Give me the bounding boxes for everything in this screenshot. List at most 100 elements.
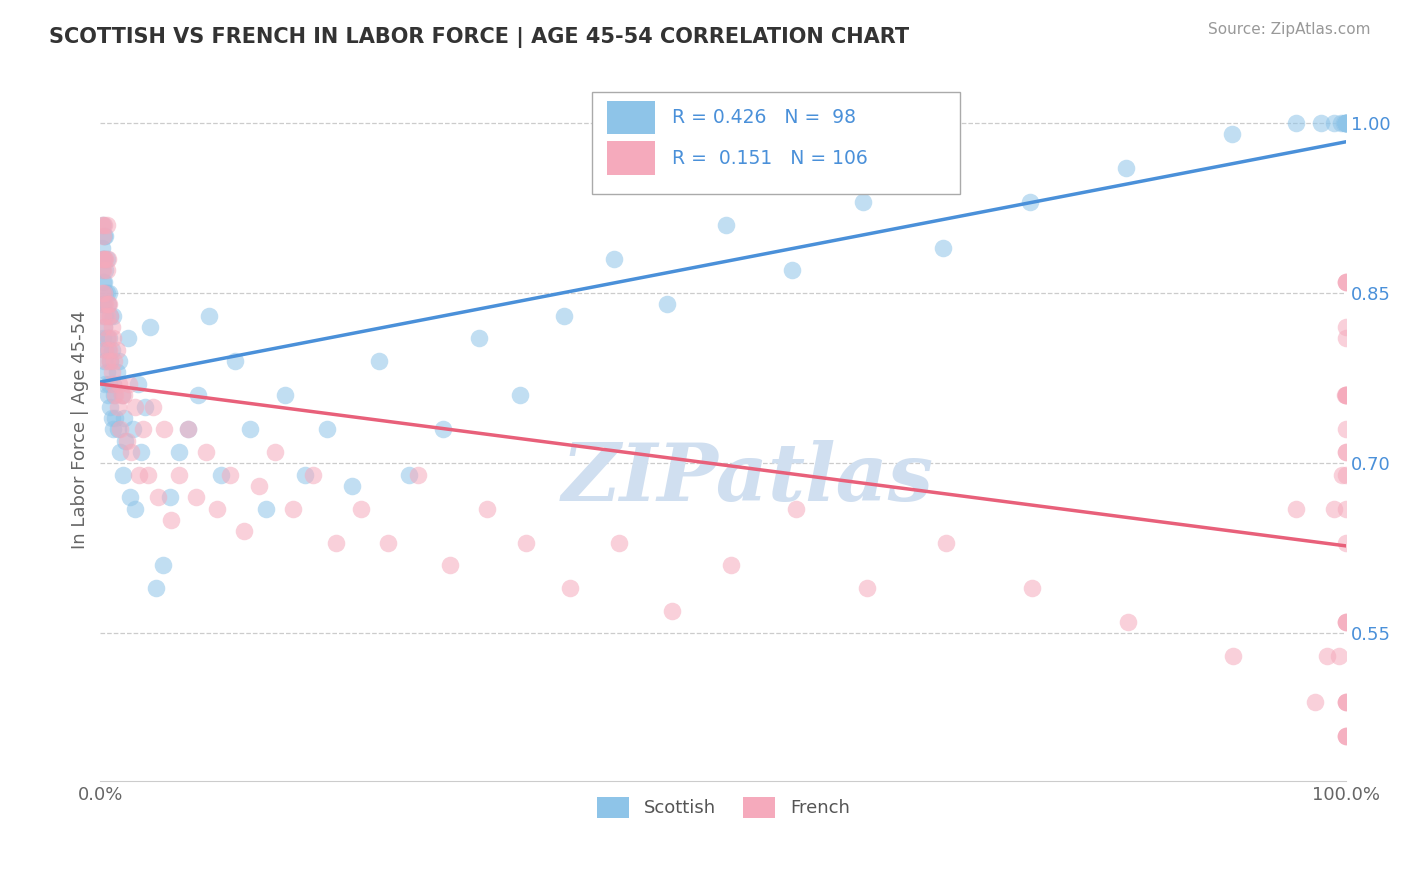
Point — [103, 388, 125, 402]
Point — [398, 467, 420, 482]
Point — [302, 467, 325, 482]
Point — [935, 535, 957, 549]
Point — [1334, 535, 1357, 549]
Point — [1316, 649, 1339, 664]
Point — [98, 286, 121, 301]
Point — [96, 331, 118, 345]
Point — [1285, 116, 1308, 130]
Point — [1285, 501, 1308, 516]
Point — [1334, 116, 1357, 130]
Point — [110, 445, 132, 459]
Point — [98, 331, 121, 345]
Point — [159, 491, 181, 505]
Point — [97, 252, 120, 266]
Point — [377, 535, 399, 549]
Point — [90, 218, 112, 232]
Point — [855, 581, 877, 595]
Point — [657, 297, 679, 311]
Point — [93, 229, 115, 244]
Point — [1334, 275, 1357, 289]
Point — [1334, 275, 1357, 289]
Point — [1334, 695, 1357, 709]
Point — [785, 501, 807, 516]
Point — [602, 252, 624, 266]
Point — [1334, 467, 1357, 482]
Point — [101, 422, 124, 436]
Point — [104, 388, 127, 402]
Point — [94, 376, 117, 391]
Point — [197, 309, 219, 323]
Point — [97, 388, 120, 402]
Point — [111, 467, 134, 482]
FancyBboxPatch shape — [592, 92, 960, 194]
Point — [254, 501, 277, 516]
Point — [98, 297, 121, 311]
Point — [661, 604, 683, 618]
Point — [167, 445, 190, 459]
Point — [103, 354, 125, 368]
Point — [128, 467, 150, 482]
Point — [1334, 388, 1357, 402]
Point — [1323, 501, 1346, 516]
Point — [121, 422, 143, 436]
Y-axis label: In Labor Force | Age 45-54: In Labor Force | Age 45-54 — [72, 310, 89, 549]
Point — [720, 558, 742, 573]
Point — [131, 445, 153, 459]
Point — [515, 535, 537, 549]
Point — [93, 252, 115, 266]
Point — [90, 297, 112, 311]
Point — [101, 331, 124, 345]
Point — [1220, 127, 1243, 141]
Point — [105, 366, 128, 380]
Text: ZIPatlas: ZIPatlas — [562, 440, 934, 517]
Point — [139, 320, 162, 334]
Point — [93, 252, 115, 266]
Point — [136, 467, 159, 482]
Point — [325, 535, 347, 549]
Point — [120, 491, 142, 505]
Point — [100, 410, 122, 425]
Point — [1334, 331, 1357, 345]
Point — [100, 366, 122, 380]
Point — [195, 445, 218, 459]
Point — [219, 467, 242, 482]
Point — [780, 263, 803, 277]
Point — [98, 354, 121, 368]
Point — [1331, 467, 1354, 482]
Point — [142, 400, 165, 414]
Point — [1334, 116, 1357, 130]
Point — [97, 343, 120, 357]
Point — [94, 286, 117, 301]
Point — [1115, 161, 1137, 176]
Point — [1334, 116, 1357, 130]
Point — [1334, 615, 1357, 629]
Point — [91, 297, 114, 311]
Point — [186, 491, 208, 505]
Point — [98, 400, 121, 414]
Point — [439, 558, 461, 573]
Point — [96, 354, 118, 368]
Point — [1333, 116, 1355, 130]
Point — [124, 400, 146, 414]
Point — [94, 343, 117, 357]
Point — [98, 309, 121, 323]
Point — [714, 218, 737, 232]
Point — [432, 422, 454, 436]
Point — [115, 434, 138, 448]
Point — [108, 376, 131, 391]
Point — [112, 410, 135, 425]
Point — [406, 467, 429, 482]
Point — [475, 501, 498, 516]
Point — [110, 388, 132, 402]
Point — [160, 513, 183, 527]
Point — [107, 422, 129, 436]
Point — [1334, 388, 1357, 402]
Point — [98, 309, 121, 323]
Point — [1334, 501, 1357, 516]
Point — [1334, 275, 1357, 289]
Text: Source: ZipAtlas.com: Source: ZipAtlas.com — [1208, 22, 1371, 37]
Point — [1330, 116, 1353, 130]
Point — [98, 343, 121, 357]
Point — [131, 422, 153, 436]
Point — [247, 479, 270, 493]
